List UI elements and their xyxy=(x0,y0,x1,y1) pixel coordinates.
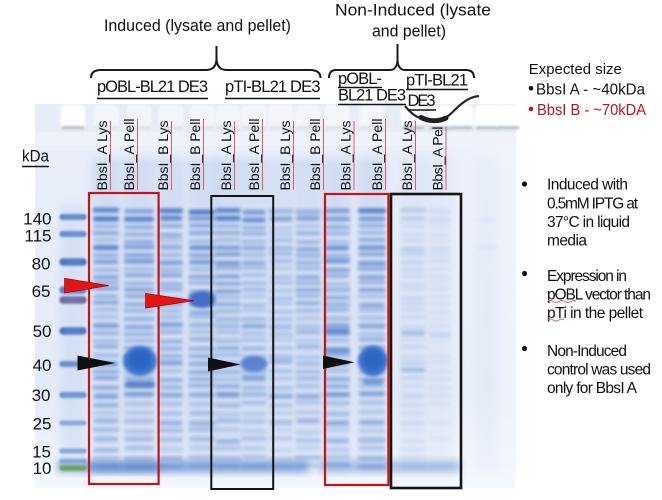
svg-text:25: 25 xyxy=(33,415,52,434)
svg-text:115: 115 xyxy=(24,227,51,246)
svg-text:37°C in liquid: 37°C in liquid xyxy=(547,214,630,231)
svg-text:only for BbsI A: only for BbsI A xyxy=(547,380,638,397)
svg-text:BbsI_A Lys: BbsI_A Lys xyxy=(338,121,354,191)
svg-text:10: 10 xyxy=(33,459,52,478)
svg-text:BbsI_A Lys: BbsI_A Lys xyxy=(94,121,110,191)
svg-text:BbsI_A Pell: BbsI_A Pell xyxy=(121,119,137,191)
svg-text:BbsI_A Pell: BbsI_A Pell xyxy=(369,119,385,191)
svg-text:pOBL-: pOBL- xyxy=(338,70,382,88)
svg-text:and pellet): and pellet) xyxy=(372,23,446,41)
svg-text:Expression in: Expression in xyxy=(547,268,627,285)
svg-text:140: 140 xyxy=(23,210,51,229)
svg-text:Non-Induced (lysate: Non-Induced (lysate xyxy=(335,2,491,20)
svg-text:BbsI B - ~70kDA: BbsI B - ~70kDA xyxy=(537,102,647,119)
svg-text:pTI-BL21 DE3: pTI-BL21 DE3 xyxy=(225,78,321,96)
svg-text:15: 15 xyxy=(32,443,51,462)
svg-text:30: 30 xyxy=(32,386,51,405)
svg-text:BbsI A - ~40kDa: BbsI A - ~40kDa xyxy=(536,82,645,99)
svg-text:Induced with: Induced with xyxy=(547,177,628,194)
svg-text:BbsI_B Lys: BbsI_B Lys xyxy=(155,121,171,191)
svg-text:0.5mM IPTG at: 0.5mM IPTG at xyxy=(547,196,639,213)
svg-text:Non-Induced: Non-Induced xyxy=(547,343,627,360)
svg-text:40: 40 xyxy=(33,356,52,375)
svg-text:pTI-BL21: pTI-BL21 xyxy=(406,72,468,90)
svg-text:BbsI_A Lys: BbsI_A Lys xyxy=(218,121,234,191)
svg-text:control was used: control was used xyxy=(547,362,651,379)
svg-text:pTi in the pellet: pTi in the pellet xyxy=(547,305,644,322)
svg-text:Expected size: Expected size xyxy=(529,61,622,78)
svg-text:kDa: kDa xyxy=(22,148,50,166)
svg-text:BL21 DE3: BL21 DE3 xyxy=(338,87,406,105)
svg-text:BbsI_B Lys: BbsI_B Lys xyxy=(277,121,293,191)
svg-text:pOBL vector than: pOBL vector than xyxy=(547,287,651,304)
svg-text:BbsI_A Pel: BbsI_A Pel xyxy=(430,127,446,191)
svg-text:BbsI_A Pell: BbsI_A Pell xyxy=(246,119,262,191)
svg-text:DE3: DE3 xyxy=(408,92,436,110)
svg-text:65: 65 xyxy=(32,282,51,301)
svg-text:pOBL-BL21 DE3: pOBL-BL21 DE3 xyxy=(97,78,208,96)
svg-text:BbsI_A Lys: BbsI_A Lys xyxy=(399,121,415,191)
svg-text:80: 80 xyxy=(32,255,51,274)
svg-text:BbsI_B Pell: BbsI_B Pell xyxy=(187,119,203,191)
svg-text:BbsI_B Pell: BbsI_B Pell xyxy=(307,119,323,191)
svg-text:50: 50 xyxy=(33,322,52,341)
svg-text:media: media xyxy=(547,233,587,250)
svg-text:Induced (lysate and pellet): Induced (lysate and pellet) xyxy=(104,17,291,35)
